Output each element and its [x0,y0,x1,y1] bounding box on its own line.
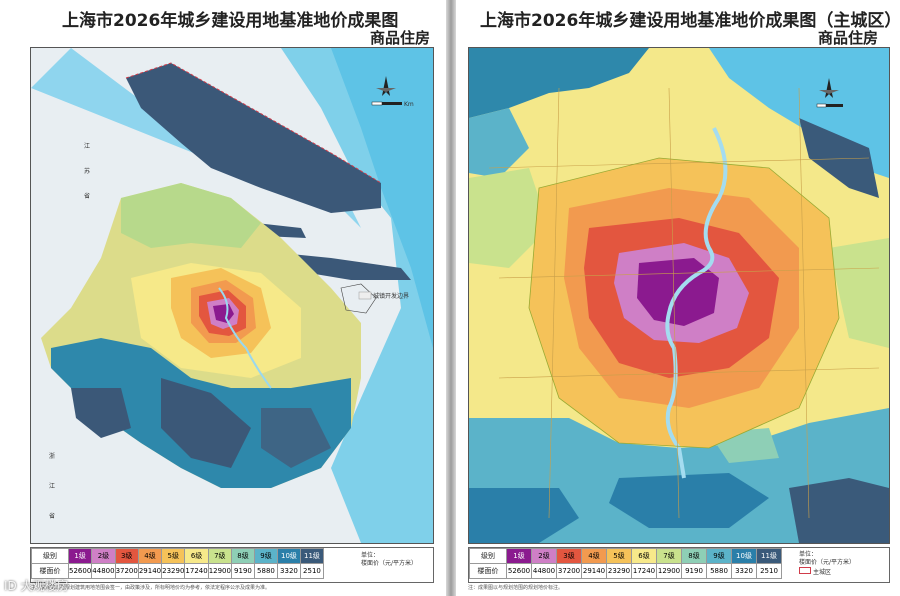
zhejiang-label-1: 浙 [49,452,55,460]
legend-price-11: 2510 [756,563,782,579]
legend-price-1: 52600 [67,563,93,579]
legend-level-7: 7级 [656,548,682,564]
jiangsu-label-2: 苏 [84,167,90,175]
legend-level-6: 6级 [631,548,657,564]
legend-price-3: 37200 [556,563,582,579]
legend-price-10: 3320 [731,563,757,579]
legend-price-3: 37200 [114,563,139,579]
right-legend-table: 级别 1级 2级 3级 4级 5级 6级 7级 8级 9级 10级 11级 楼面… [469,548,782,579]
legend-price-8: 9190 [230,563,255,579]
unit-value: 楼面价（元/平方米） [799,559,856,566]
legend-price-5: 23290 [161,563,186,579]
legend-price-11: 2510 [299,563,324,579]
left-legend: 级别 1级 2级 3级 4级 5级 6级 7级 8级 9级 10级 11级 楼面… [30,547,434,583]
right-map [468,47,890,544]
legend-price-label: 楼面价 [469,563,507,579]
right-page-subtitle: 商品住房 [818,29,879,47]
legend-level-5: 5级 [161,548,186,564]
chongming-island [126,63,381,213]
legend-price-9: 5880 [706,563,732,579]
main-city-boundary-text: 主城区 [813,569,832,576]
left-page: 上海市2026年城乡建设用地基准地价成果图 商品住房 [0,0,446,596]
zhejiang-label-2: 江 [49,483,55,490]
right-page: 上海市2026年城乡建设用地基准地价成果图（主城区） 商品住房 [456,0,900,596]
legend-price-6: 17240 [631,563,657,579]
left-note: 注：成果图以与规划建筑用地范围会签一，由政策涉及，所标明地价均为参考，依法定程序… [30,585,271,591]
main-city-boundary-label: 主城区 [799,567,855,577]
legend-level-2: 2级 [531,548,557,564]
left-map-svg: Km 江 苏 省 浙 江 省 城镇开发边界 [31,48,433,543]
unit-label: 单位： [361,552,380,559]
right-legend: 级别 1级 2级 3级 4级 5级 6级 7级 8级 9级 10级 11级 楼面… [468,547,890,583]
legend-level-1: 1级 [67,548,93,564]
legend-level-8: 8级 [681,548,707,564]
north-arrow-icon [371,76,402,106]
left-map: Km 江 苏 省 浙 江 省 城镇开发边界 [30,47,434,544]
scale-unit-label: Km [404,101,414,108]
legend-price-7: 12900 [207,563,232,579]
legend-level-7: 7级 [207,548,232,564]
watermark: ID 大观楼房 [4,579,69,593]
legend-price-2: 44800 [531,563,557,579]
legend-price-10: 3320 [276,563,301,579]
legend-level-2: 2级 [91,548,116,564]
right-note: 注：成果图以与规划范围的规划地价标注。 [468,585,564,591]
right-map-svg [469,48,889,543]
legend-level-6: 6级 [184,548,209,564]
legend-level-11: 11级 [299,548,324,564]
legend-price-5: 23290 [606,563,632,579]
legend-price-9: 5880 [253,563,278,579]
boundary-label: 城镇开发边界 [373,292,409,300]
left-unit-box: 单位： 楼面价（元/平方米） [361,552,417,568]
legend-price-1: 52600 [506,563,532,579]
legend-price-6: 17240 [184,563,209,579]
right-unit-box: 单位： 楼面价（元/平方米） 主城区 [799,551,855,577]
huangpu-river [665,127,728,479]
north-arrow-icon [816,78,843,108]
legend-level-11: 11级 [756,548,782,564]
legend-level-3: 3级 [556,548,582,564]
zhejiang-label-3: 省 [49,512,55,520]
legend-level-9: 9级 [706,548,732,564]
legend-price-7: 12900 [656,563,682,579]
jiangsu-label-3: 省 [84,192,90,200]
left-page-subtitle: 商品住房 [370,29,431,47]
legend-level-8: 8级 [230,548,255,564]
left-legend-table: 级别 1级 2级 3级 4级 5级 6级 7级 8级 9级 10级 11级 楼面… [31,548,324,579]
legend-level-4: 4级 [581,548,607,564]
unit-label: 单位： [799,551,818,558]
legend-price-2: 44800 [91,563,116,579]
left-page-title: 上海市2026年城乡建设用地基准地价成果图 [62,11,399,31]
legend-level-10: 10级 [276,548,301,564]
legend-level-10: 10级 [731,548,757,564]
legend-price-4: 29140 [137,563,163,579]
legend-price-8: 9190 [681,563,707,579]
unit-value: 楼面价（元/平方米） [361,560,418,567]
legend-level-9: 9级 [253,548,278,564]
right-page-title: 上海市2026年城乡建设用地基准地价成果图（主城区） [480,11,900,31]
legend-level-3: 3级 [114,548,139,564]
legend-price-4: 29140 [581,563,607,579]
legend-level-1: 1级 [506,548,532,564]
jiangsu-label-1: 江 [84,143,90,150]
legend-price-label: 楼面价 [31,563,69,579]
legend-row-label: 级别 [469,548,507,564]
legend-level-4: 4级 [137,548,163,564]
legend-level-5: 5级 [606,548,632,564]
book-gutter [446,0,456,596]
legend-row-label: 级别 [31,548,69,564]
